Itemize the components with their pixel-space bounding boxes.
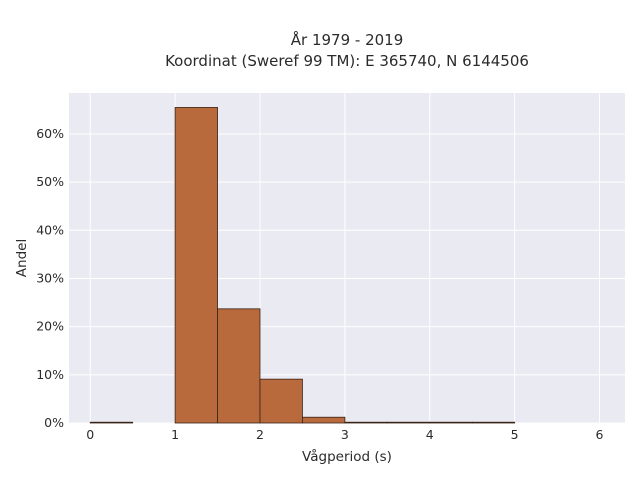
y-tick-label: 20% — [36, 319, 64, 334]
histogram-bar — [302, 416, 346, 424]
x-tick-label: 1 — [171, 427, 179, 442]
histogram-bar — [386, 421, 431, 424]
histogram-bar — [429, 421, 473, 424]
y-tick-label: 10% — [36, 367, 64, 382]
y-tick-label: 30% — [36, 270, 64, 285]
x-tick-label: 6 — [596, 427, 604, 442]
x-tick-labels: 0 1 2 3 4 5 6 — [86, 427, 603, 442]
x-tick-label: 4 — [426, 427, 434, 442]
x-tick-label: 2 — [256, 427, 264, 442]
y-axis-label: Andel — [14, 239, 30, 277]
histogram-bar — [344, 421, 388, 424]
y-tick-labels: 0% 10% 20% 30% 40% 50% 60% — [36, 126, 64, 430]
y-tick-label: 0% — [44, 415, 64, 430]
histogram-bar — [89, 421, 134, 424]
bars-group — [89, 107, 516, 424]
histogram-bar — [217, 308, 261, 424]
grid-lines — [69, 93, 625, 424]
y-tick-label: 40% — [36, 222, 64, 237]
y-tick-label: 50% — [36, 174, 64, 189]
x-tick-label: 3 — [341, 427, 349, 442]
x-axis-label: Vågperiod (s) — [302, 448, 392, 465]
plot-area — [69, 93, 625, 423]
chart-title-line-1: År 1979 - 2019 — [291, 30, 404, 49]
histogram-bar — [259, 378, 303, 424]
histogram-bar — [471, 421, 516, 424]
x-tick-label: 0 — [86, 427, 94, 442]
x-tick-label: 5 — [511, 427, 519, 442]
y-tick-label: 60% — [36, 126, 64, 141]
chart-title-line-2: Koordinat (Sweref 99 TM): E 365740, N 61… — [165, 52, 529, 70]
histogram-bar — [174, 107, 218, 424]
